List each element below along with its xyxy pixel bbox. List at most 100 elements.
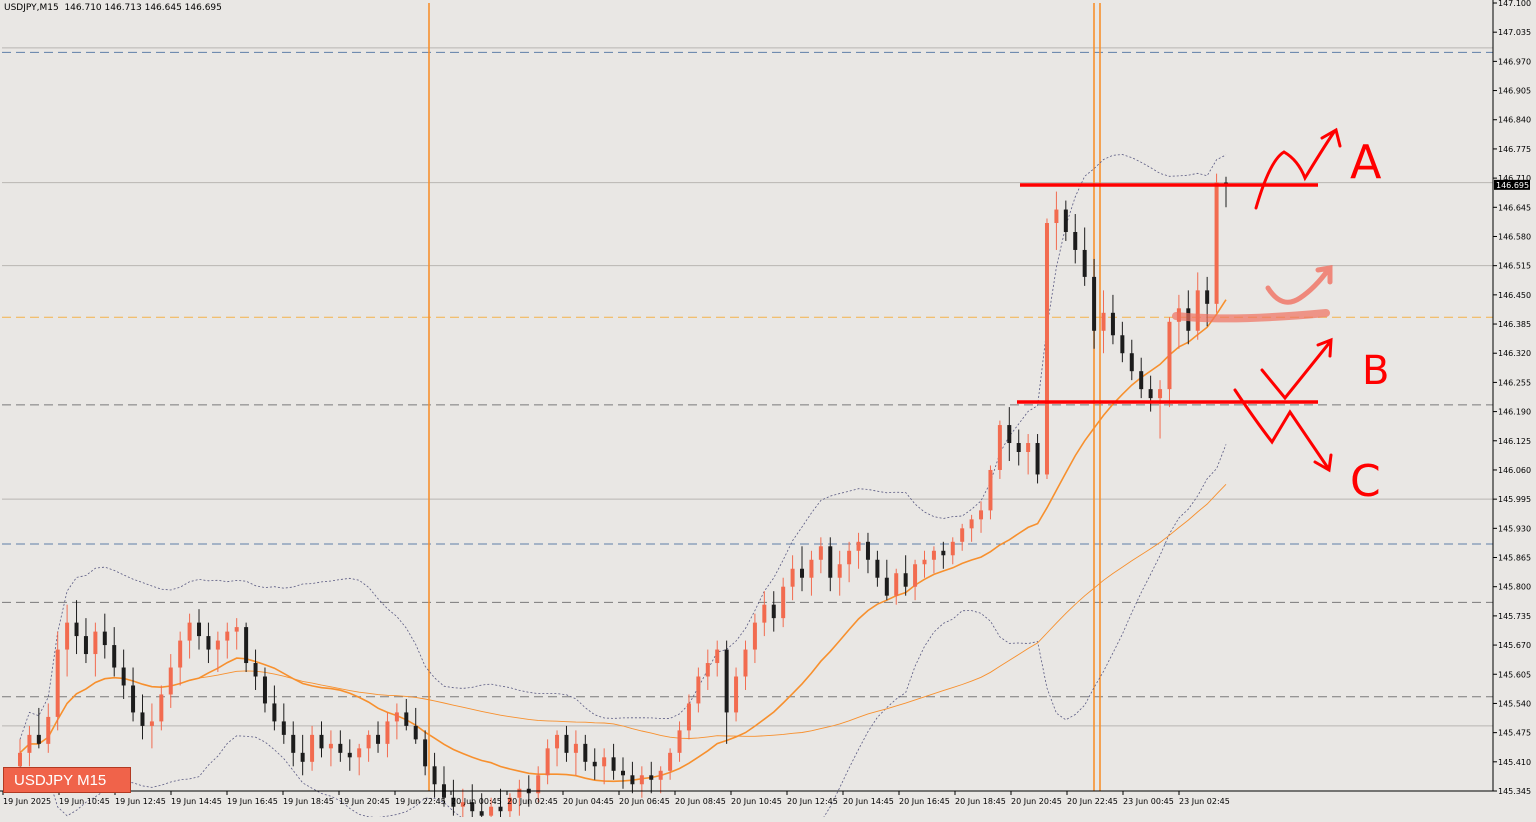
candle-body (621, 770, 625, 776)
y-tick-label: 145.670 (1498, 641, 1531, 650)
candle-body (338, 743, 343, 753)
candle-body (1035, 443, 1040, 475)
candle-body (83, 636, 88, 655)
candle-body (1016, 443, 1021, 453)
candle-body (743, 649, 748, 677)
candle-body (828, 546, 833, 578)
x-tick-label: 19 Jun 22:45 (395, 797, 446, 806)
candle-body (300, 752, 305, 762)
candle-body (394, 712, 399, 722)
y-tick-label: 145.475 (1498, 729, 1531, 738)
candle-body (592, 761, 597, 767)
candle-body (357, 748, 362, 758)
price-axis-panel[interactable] (1493, 0, 1536, 817)
label-a: A (1350, 135, 1382, 189)
candle-body (960, 528, 965, 542)
candle-body (1082, 249, 1087, 277)
candle-body (913, 564, 918, 587)
candle-body (922, 559, 927, 565)
x-tick-label: 20 Jun 20:45 (1011, 797, 1062, 806)
candle-body (460, 802, 465, 807)
candle-body (790, 568, 795, 587)
candle-body (366, 734, 371, 749)
candle-body (931, 550, 936, 560)
candle-body (941, 550, 946, 556)
candle-body (1092, 276, 1097, 331)
ohlc-readout: 146.710 146.713 146.645 146.695 (64, 3, 222, 13)
candle-body (479, 811, 484, 816)
label-c: C (1350, 456, 1381, 507)
candle-body (385, 721, 390, 744)
candle-body (489, 806, 494, 816)
candle-body (762, 604, 767, 623)
candle-body (291, 734, 296, 753)
candle-body (950, 541, 955, 556)
candle-body (781, 586, 786, 619)
candle-body (262, 676, 267, 704)
candle-body (187, 622, 192, 641)
y-tick-label: 147.100 (1498, 0, 1531, 8)
vertical-markers (428, 3, 1101, 791)
candle-body (818, 546, 823, 560)
x-tick-label: 20 Jun 14:45 (843, 797, 894, 806)
candle-body (215, 640, 220, 650)
pullback-arrow (1265, 265, 1333, 305)
candle-body (74, 622, 79, 637)
candle-body (1167, 321, 1172, 390)
candle-body (1007, 425, 1012, 444)
x-tick-label: 20 Jun 16:45 (899, 797, 950, 806)
candle-body (18, 752, 22, 767)
y-tick-label: 146.840 (1498, 116, 1531, 125)
band-upper-line (19, 154, 1227, 740)
candle-body (545, 748, 550, 776)
candle-body (696, 676, 701, 704)
y-tick-label: 145.735 (1498, 612, 1531, 621)
candle-body (470, 802, 475, 812)
y-tick-label: 146.320 (1498, 349, 1531, 358)
candle-body (310, 734, 315, 762)
highlight-stroke (1172, 309, 1330, 323)
candle-body (583, 743, 588, 762)
candle-body (413, 725, 418, 740)
candle-body (507, 797, 512, 812)
symbol-timeframe: USDJPY,M15 (4, 3, 59, 13)
y-tick-label: 146.385 (1498, 320, 1531, 329)
candle-body (1195, 290, 1200, 331)
symbol-badge: USDJPY M15 (3, 767, 131, 793)
x-tick-label: 19 Jun 16:45 (227, 797, 278, 806)
candle-body (423, 739, 428, 767)
scenario-b-arrow (1260, 337, 1333, 401)
y-tick-label: 146.970 (1498, 57, 1531, 66)
y-tick-label: 146.255 (1498, 378, 1531, 387)
candle-body (555, 734, 560, 749)
candle-body (517, 788, 522, 798)
candle-body (168, 667, 173, 695)
candle-body (611, 757, 616, 771)
candle-body (1205, 290, 1210, 304)
candle-body (1139, 371, 1144, 390)
x-tick-label: 20 Jun 04:45 (563, 797, 614, 806)
candle-body (55, 649, 60, 717)
y-tick-label: 145.865 (1498, 554, 1531, 563)
candle-body (771, 604, 776, 619)
candle-body (837, 564, 842, 578)
hand-drawn-annotations: A B C (1017, 127, 1389, 507)
x-tick-label: 20 Jun 00:45 (451, 797, 502, 806)
y-tick-label: 146.515 (1498, 262, 1531, 271)
candle-body (602, 757, 607, 767)
candle-body (178, 640, 183, 668)
candle-body (705, 663, 710, 677)
candle-body (159, 694, 164, 722)
candle-body (347, 752, 352, 758)
candle-body (658, 770, 663, 780)
candle-body (800, 568, 805, 578)
y-tick-label: 145.410 (1498, 758, 1531, 767)
candle-body (715, 649, 720, 664)
candle-body (206, 636, 211, 650)
candle-body (404, 712, 409, 726)
y-tick-label: 146.905 (1498, 87, 1531, 96)
